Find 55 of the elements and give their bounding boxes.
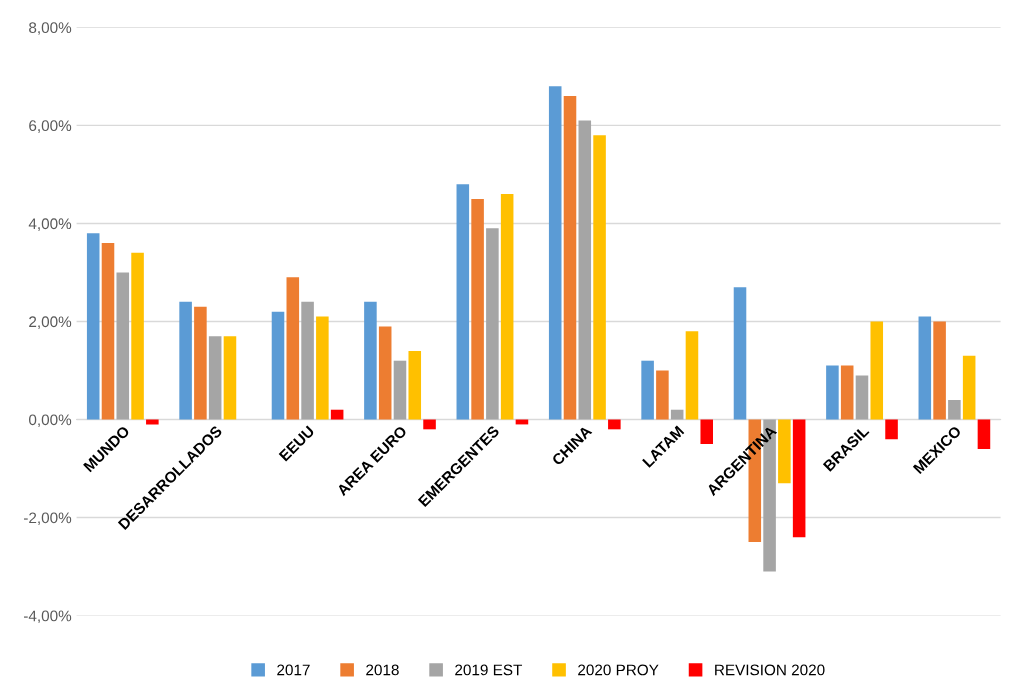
legend-label: 2017 (277, 664, 310, 676)
legend-label: 2019 EST (455, 664, 523, 676)
bar (301, 301, 314, 420)
bar (316, 316, 329, 420)
y-tick-label: 0,00% (28, 414, 72, 428)
bar (792, 419, 806, 538)
bar (641, 360, 654, 420)
bar (977, 419, 991, 449)
bar (393, 360, 407, 420)
bar (593, 135, 606, 420)
bar (223, 336, 237, 420)
y-tick-label: 4,00% (28, 218, 72, 231)
bar (378, 326, 392, 420)
bar (948, 399, 961, 420)
bar (733, 287, 747, 420)
legend-label: 2020 PROY (578, 664, 659, 676)
bar (500, 194, 514, 420)
bar (101, 243, 115, 420)
bar (131, 252, 144, 420)
y-tick-label: 8,00% (29, 22, 72, 35)
bar (208, 336, 222, 420)
bar (408, 350, 422, 420)
bar (962, 355, 976, 420)
bar (778, 419, 791, 484)
bar (179, 301, 192, 420)
bar (86, 233, 100, 420)
bar (826, 365, 839, 420)
bar (330, 409, 344, 420)
bar (456, 184, 470, 420)
bar (918, 316, 932, 420)
bar (885, 419, 898, 440)
bar (486, 228, 499, 420)
bar (855, 375, 869, 420)
bar (685, 331, 699, 420)
bar (116, 272, 130, 420)
bar (608, 419, 621, 430)
bar (933, 321, 946, 420)
bar (840, 365, 854, 420)
bar (578, 120, 592, 420)
bar (548, 86, 562, 420)
y-tick-label: -4,00% (23, 610, 72, 624)
bar (670, 409, 684, 420)
bar (271, 311, 285, 420)
bar (286, 277, 300, 420)
bar (563, 95, 577, 420)
y-tick-label: 6,00% (29, 120, 72, 133)
legend-label: REVISION 2020 (715, 664, 825, 676)
bar (471, 198, 484, 420)
bar (194, 306, 207, 420)
bar (656, 370, 669, 420)
y-tick-label: 2,00% (29, 316, 72, 329)
bar (870, 321, 884, 420)
bar (364, 301, 377, 420)
legend-label: 2018 (366, 664, 399, 676)
y-tick-label: -2,00% (23, 512, 72, 526)
